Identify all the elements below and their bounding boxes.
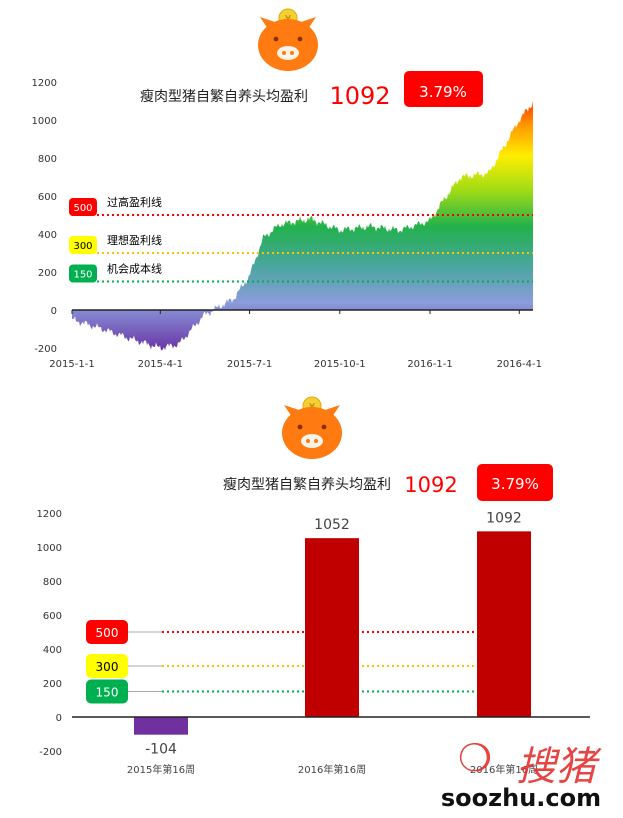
reference-tag — [86, 620, 128, 644]
x-tick-label: 2015-10-1 — [314, 359, 366, 370]
x-category-label: 2016年第16周 — [298, 763, 366, 776]
reference-tag-value: 300 — [73, 241, 92, 252]
top-y-axis: 1200 1000 800 600 400 200 0 -200 — [32, 78, 57, 355]
bottom-chart-title: 瘦肉型猪自繁自养头均盈利 — [223, 476, 391, 493]
reference-tag — [69, 198, 97, 216]
watermark-brand: 搜猪 — [516, 744, 602, 790]
top-reference-lines — [72, 214, 533, 283]
y-tick-label: 600 — [43, 611, 62, 622]
y-tick-label: 600 — [38, 192, 57, 203]
bottom-pct-text: 3.79% — [491, 475, 539, 493]
x-tick-label: 2016-4-1 — [497, 359, 542, 370]
watermark-url: soozhu.com — [441, 784, 601, 812]
reference-tag-value: 500 — [96, 626, 119, 640]
bar — [134, 717, 188, 735]
watermark-glyph-icon: ❍ — [458, 736, 492, 780]
y-tick-label: 800 — [38, 154, 57, 165]
bottom-chart-value: 1092 — [404, 473, 457, 497]
bottom-pct-badge — [477, 464, 553, 501]
reference-tag-value: 300 — [96, 660, 119, 674]
top-chart-value: 1092 — [329, 82, 390, 110]
pig-mascot-icon: ¥ — [258, 8, 318, 71]
y-tick-label: 1200 — [37, 509, 62, 520]
reference-tag — [86, 679, 128, 704]
reference-tag — [69, 264, 97, 283]
top-chart-title: 瘦肉型猪自繁自养头均盈利 — [140, 88, 308, 105]
x-category-label: 2016年第16周 — [470, 763, 538, 776]
y-tick-label: 1000 — [32, 116, 57, 127]
y-tick-label: 800 — [43, 577, 62, 588]
reference-tag-value: 500 — [73, 203, 92, 214]
y-tick-label: 400 — [43, 645, 62, 656]
reference-line-label: 机会成本线 — [107, 262, 162, 276]
y-tick-label: 1200 — [32, 78, 57, 89]
y-tick-label: 200 — [38, 268, 57, 279]
reference-tag — [69, 236, 97, 254]
reference-line-label: 理想盈利线 — [107, 233, 162, 247]
bar-value-label: 1052 — [314, 517, 350, 533]
soozhu-watermark-logo: ❍ 搜猪 soozhu.com — [441, 736, 602, 812]
top-profit-area — [72, 100, 533, 351]
top-pct-badge — [404, 71, 483, 107]
x-tick-label: 2015-4-1 — [138, 359, 183, 370]
bottom-y-axis: 1200 1000 800 600 400 200 0 -200 — [37, 509, 62, 758]
x-tick-label: 2016-1-1 — [407, 359, 452, 370]
reference-line-label: 过高盈利线 — [107, 195, 162, 209]
top-reference-tags: 500 过高盈利线 300 理想盈利线 150 机会成本线 — [69, 195, 162, 283]
bar-value-label: -104 — [145, 742, 177, 758]
y-tick-label: 1000 — [37, 543, 62, 554]
y-tick-label: 0 — [56, 713, 62, 724]
top-pct-text: 3.79% — [419, 83, 467, 101]
bar-value-label: 1092 — [486, 510, 522, 526]
x-tick-label: 2015-1-1 — [49, 359, 94, 370]
y-tick-label: 0 — [51, 306, 57, 317]
y-tick-label: -200 — [34, 344, 57, 355]
x-tick-label: 2015-7-1 — [227, 359, 272, 370]
y-tick-label: 400 — [38, 230, 57, 241]
pig-mascot-icon: ¥ — [282, 396, 342, 459]
bottom-bars: -104 1052 1092 — [134, 510, 531, 758]
reference-tag-value: 150 — [96, 686, 119, 700]
bar — [477, 531, 531, 717]
bottom-chart: ¥ 瘦肉型猪自繁自养头均盈利 1092 3.79% 1200 1000 800 600… — [37, 396, 590, 776]
reference-tag-value: 150 — [73, 270, 92, 281]
y-tick-label: 200 — [43, 679, 62, 690]
bottom-reference-tags: 500 300 150 — [86, 620, 128, 704]
reference-tag — [86, 654, 128, 678]
bottom-x-axis: 2015年第16周 2016年第16周 2016年第16周 — [127, 763, 538, 776]
top-chart: ¥ 瘦肉型猪自繁自养头均盈利 1092 3.79% 1200 1000 800 600… — [32, 8, 542, 370]
bar — [305, 538, 359, 717]
x-category-label: 2015年第16周 — [127, 763, 195, 776]
y-tick-label: -200 — [39, 747, 62, 758]
top-x-axis: 2015-1-1 2015-4-1 2015-7-1 2015-10-1 2016-1-… — [49, 310, 542, 370]
